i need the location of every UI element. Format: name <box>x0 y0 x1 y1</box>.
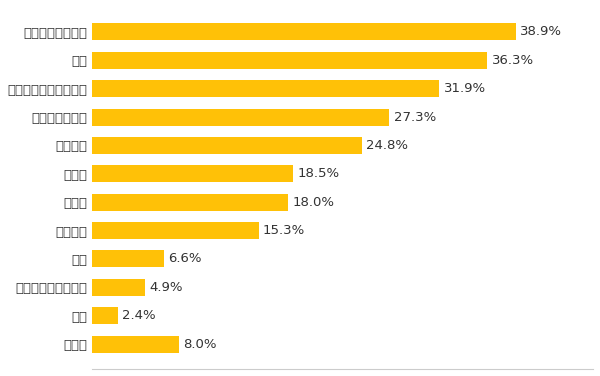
Bar <box>92 137 362 154</box>
Text: 18.5%: 18.5% <box>298 167 340 180</box>
Text: 27.3%: 27.3% <box>394 111 436 124</box>
Bar <box>92 109 389 126</box>
Bar <box>92 165 293 182</box>
Bar <box>92 52 487 69</box>
Text: 15.3%: 15.3% <box>263 224 305 237</box>
Bar <box>92 279 145 296</box>
Text: 6.6%: 6.6% <box>168 252 202 265</box>
Text: 24.8%: 24.8% <box>367 139 409 152</box>
Bar <box>92 250 164 267</box>
Bar <box>92 194 288 211</box>
Text: 2.4%: 2.4% <box>122 309 156 322</box>
Text: 4.9%: 4.9% <box>149 281 183 294</box>
Bar <box>92 335 179 353</box>
Bar <box>92 23 515 41</box>
Text: 31.9%: 31.9% <box>444 82 486 95</box>
Bar <box>92 222 259 239</box>
Text: 8.0%: 8.0% <box>184 338 217 350</box>
Bar <box>92 80 439 97</box>
Text: 18.0%: 18.0% <box>292 196 334 209</box>
Bar <box>92 307 118 324</box>
Text: 38.9%: 38.9% <box>520 26 562 38</box>
Text: 36.3%: 36.3% <box>492 54 534 67</box>
